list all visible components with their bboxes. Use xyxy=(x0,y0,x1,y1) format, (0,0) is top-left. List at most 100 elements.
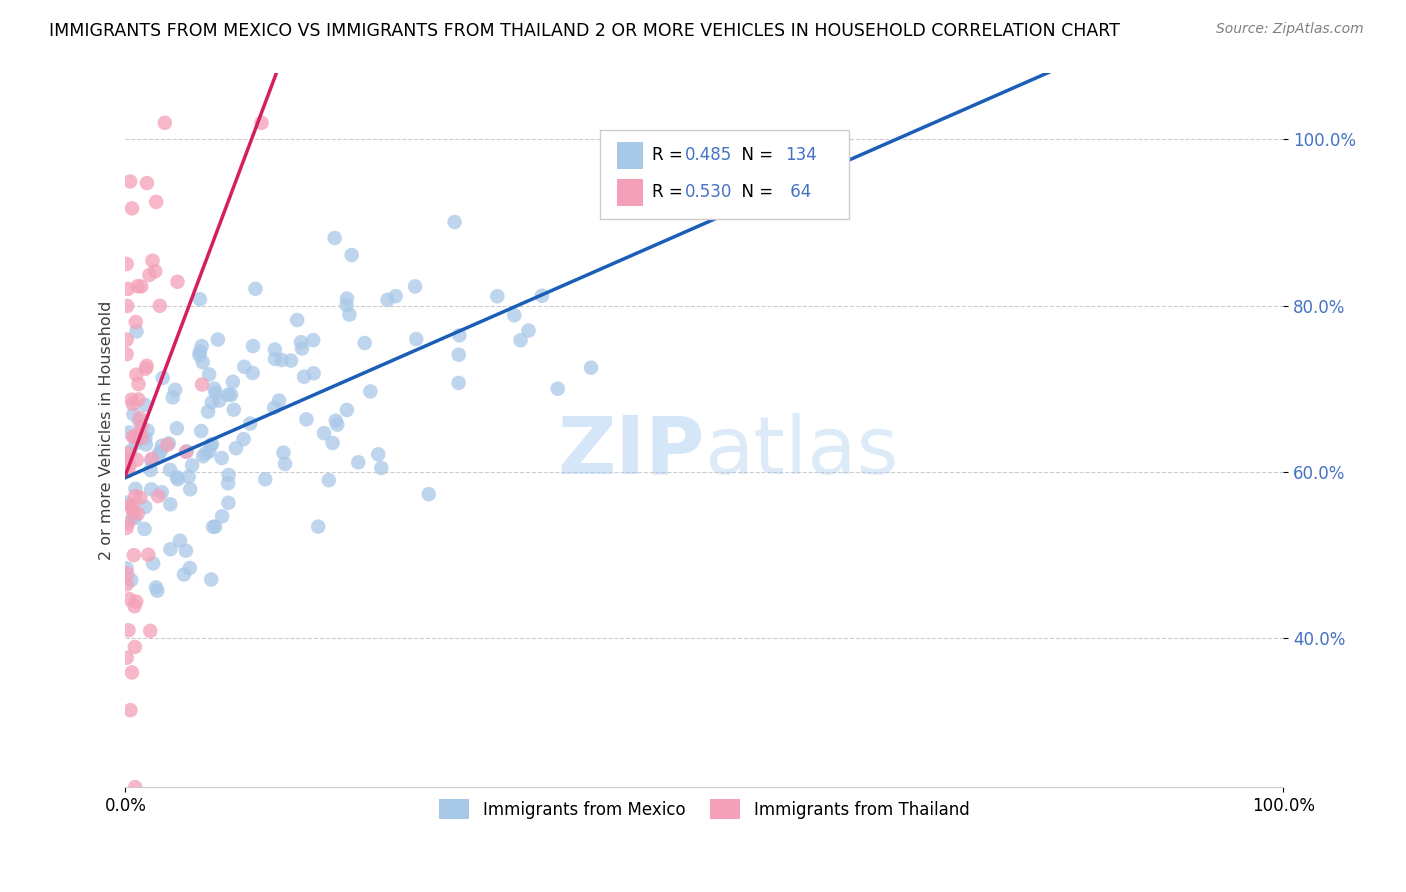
Point xyxy=(148,447,170,461)
Point xyxy=(318,473,340,487)
Point xyxy=(191,450,214,464)
Point xyxy=(146,489,169,503)
FancyBboxPatch shape xyxy=(600,130,849,219)
Point xyxy=(336,292,359,306)
Point xyxy=(120,174,142,188)
Point xyxy=(359,384,381,399)
Point xyxy=(198,368,221,382)
Point xyxy=(335,298,357,312)
Point xyxy=(115,561,138,575)
Point xyxy=(384,289,406,303)
Text: IMMIGRANTS FROM MEXICO VS IMMIGRANTS FROM THAILAND 2 OR MORE VEHICLES IN HOUSEHO: IMMIGRANTS FROM MEXICO VS IMMIGRANTS FRO… xyxy=(49,22,1121,40)
Point xyxy=(150,439,173,453)
Point xyxy=(173,567,195,582)
Point xyxy=(233,359,256,374)
Point xyxy=(197,404,219,418)
Point xyxy=(153,116,176,130)
Point xyxy=(122,504,145,518)
Point xyxy=(336,403,359,417)
Point xyxy=(377,293,399,307)
Point xyxy=(353,336,375,351)
Point xyxy=(134,431,156,445)
Point xyxy=(136,548,159,562)
Point xyxy=(190,339,212,353)
Point xyxy=(142,557,165,571)
Point xyxy=(149,444,172,458)
Point xyxy=(129,491,152,505)
Legend: Immigrants from Mexico, Immigrants from Thailand: Immigrants from Mexico, Immigrants from … xyxy=(433,793,976,825)
Point xyxy=(124,780,146,794)
Point xyxy=(115,333,138,347)
Point xyxy=(250,116,273,130)
Point xyxy=(145,194,167,209)
Point xyxy=(188,344,211,359)
Point xyxy=(124,599,146,614)
Point xyxy=(135,437,157,451)
Point xyxy=(124,482,146,496)
Point xyxy=(217,476,239,491)
Point xyxy=(418,487,440,501)
Point xyxy=(218,467,240,482)
Point xyxy=(143,264,166,278)
Point xyxy=(139,624,162,638)
Text: N =: N = xyxy=(731,183,779,202)
Point xyxy=(202,382,225,396)
Point xyxy=(125,325,148,339)
Point xyxy=(267,393,290,408)
Point xyxy=(115,495,138,509)
Point xyxy=(120,444,142,458)
Point xyxy=(245,282,267,296)
Point xyxy=(135,176,157,190)
Point xyxy=(115,566,138,581)
Point xyxy=(219,388,242,402)
Point xyxy=(188,348,211,362)
Point xyxy=(118,592,141,607)
Text: R =: R = xyxy=(652,146,688,164)
Point xyxy=(449,328,471,343)
Point xyxy=(166,472,188,486)
Point xyxy=(117,464,139,478)
Point xyxy=(503,308,526,322)
Point xyxy=(201,437,224,451)
Point xyxy=(165,383,187,397)
Point xyxy=(181,458,204,473)
Point xyxy=(273,445,295,459)
Point xyxy=(134,398,156,412)
Point xyxy=(122,509,145,524)
Point xyxy=(323,231,346,245)
Point xyxy=(134,522,156,536)
Point xyxy=(129,279,152,293)
Point xyxy=(122,397,145,411)
Point xyxy=(627,193,650,207)
Point xyxy=(115,257,138,271)
Text: ZIP: ZIP xyxy=(557,412,704,491)
Point xyxy=(166,275,188,289)
Point xyxy=(579,360,602,375)
Point xyxy=(290,335,312,350)
Point xyxy=(239,417,262,431)
Point xyxy=(404,279,426,293)
Point xyxy=(135,359,157,373)
FancyBboxPatch shape xyxy=(617,142,643,169)
Point xyxy=(124,511,146,525)
Point xyxy=(263,343,285,357)
Point xyxy=(225,441,247,455)
Point xyxy=(149,299,172,313)
Point xyxy=(325,414,347,428)
Point xyxy=(117,282,139,296)
Point xyxy=(118,425,141,440)
Point xyxy=(176,444,198,458)
Point xyxy=(115,299,138,313)
Point xyxy=(117,624,139,638)
Point xyxy=(125,315,148,329)
Point xyxy=(141,451,163,466)
Point xyxy=(326,417,349,432)
Point xyxy=(264,351,287,366)
Point xyxy=(121,500,143,515)
Point xyxy=(121,202,143,216)
Point xyxy=(211,509,233,524)
Text: N =: N = xyxy=(731,146,779,164)
Point xyxy=(191,377,214,392)
Point xyxy=(340,248,363,262)
Point xyxy=(291,342,314,356)
